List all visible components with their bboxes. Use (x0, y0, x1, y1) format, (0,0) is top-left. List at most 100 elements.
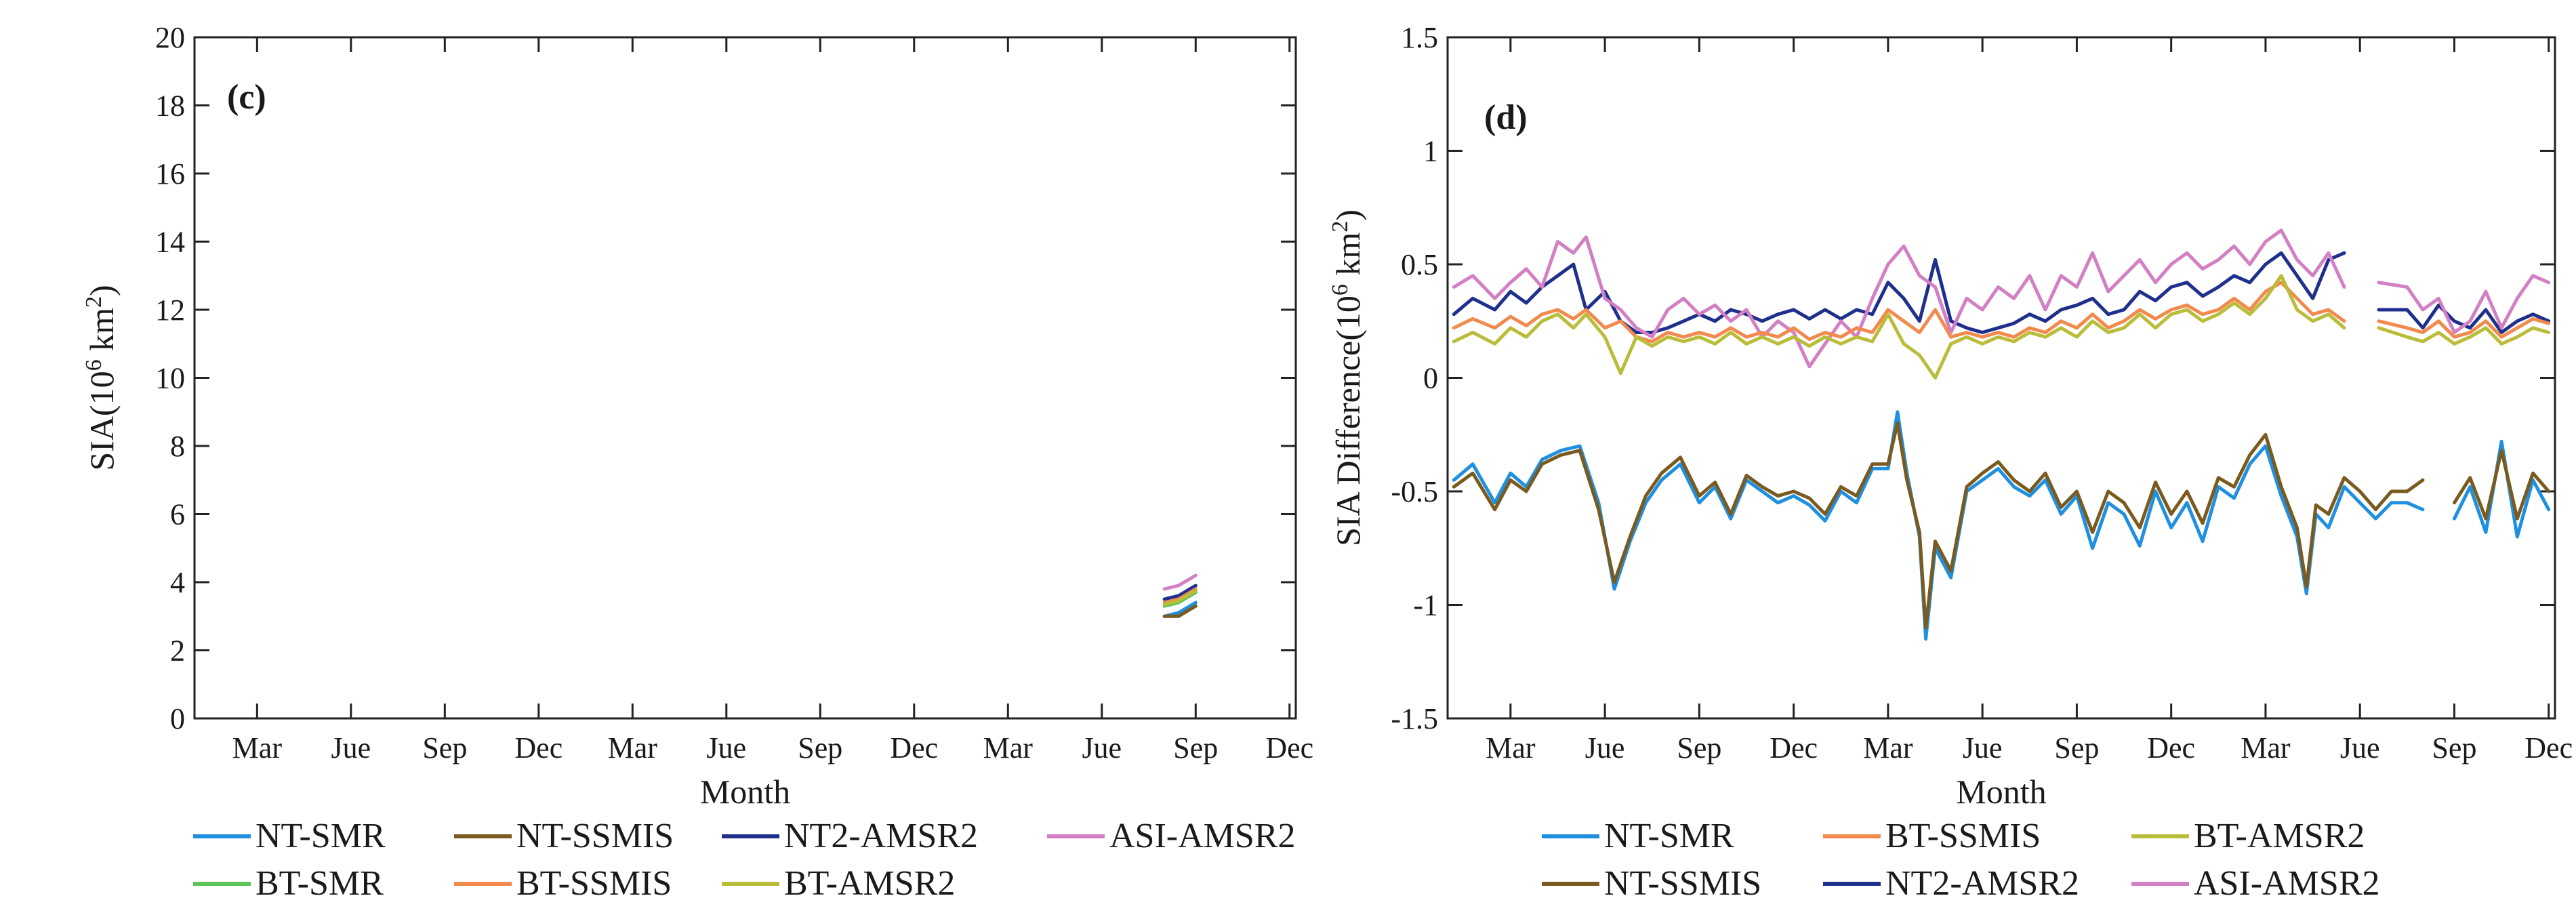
series-line-bt-amsr2 (1164, 346, 1290, 605)
series-line-bt-smr (1164, 347, 1290, 606)
x-tick-label: Mar (983, 731, 1034, 765)
series-line-bt-ssmis (1164, 344, 1290, 603)
x-tick-label: Dec (2147, 731, 2195, 765)
legend-label: BT-SSMIS (1885, 817, 2041, 855)
x-tick-label: Mar (1863, 731, 1913, 765)
y-axis: -1.5 -1 -0.5 0 0.5 1 1.5 (1391, 21, 2555, 735)
x-tick-label: Dec (514, 731, 563, 765)
x-tick-label: Jue (1963, 731, 2003, 765)
legend-item: NT-SMR (1542, 817, 1734, 855)
y-axis-label-part: SIA(10 (83, 371, 121, 470)
legend-label: BT-AMSR2 (784, 864, 955, 903)
y-axis-label: SIA Difference(106 km2) (1328, 209, 1368, 546)
legend-item: BT-SSMIS (1823, 817, 2041, 855)
y-tick-label: -1 (1413, 589, 1438, 622)
y-axis-label-part: 6 (1328, 284, 1353, 296)
x-tick-label: Mar (232, 731, 283, 765)
legend-label: ASI-AMSR2 (1109, 817, 1296, 855)
legend-item: BT-SMR (193, 864, 384, 903)
x-tick-label: Jue (1082, 731, 1122, 765)
y-tick-label: 12 (155, 293, 185, 327)
y-tick-label: 8 (170, 430, 185, 463)
y-tick-label: 0.5 (1401, 248, 1438, 281)
y-tick-label: -1.5 (1391, 702, 1438, 735)
legend-label: NT-SMR (255, 817, 386, 855)
y-axis-label-part: 6 (81, 359, 106, 371)
x-tick-label: Dec (1265, 731, 1313, 765)
series-line-nt2-amsr2 (1164, 340, 1290, 599)
x-axis: Mar Jue Sep Dec Mar Jue Sep Dec Mar Jue Sep Dec (1486, 37, 2573, 765)
legend-item: ASI-AMSR2 (2131, 864, 2380, 903)
chart-panel-d: -1.5 -1 -0.5 0 0.5 1 1.5 Mar Jue Sep Dec Mar Jue Sep D… (1328, 21, 2573, 903)
legend-item: BT-AMSR2 (722, 864, 955, 903)
series-line-asi-amsr2 (1164, 327, 1290, 589)
legend-item: NT-SMR (193, 817, 386, 855)
legend-label: BT-SSMIS (516, 864, 672, 903)
panel-tag: (d) (1484, 98, 1528, 137)
x-tick-label: Sep (1173, 731, 1218, 765)
x-tick-label: Jue (706, 731, 746, 765)
x-tick-label: Sep (2432, 731, 2476, 765)
legend-label: BT-SMR (255, 864, 384, 903)
y-axis-label-part: km (83, 308, 121, 360)
legend-label: NT-SSMIS (1604, 864, 1761, 903)
y-tick-label: 18 (155, 89, 185, 123)
y-tick-label: 4 (170, 566, 185, 599)
x-tick-label: Sep (798, 731, 842, 765)
series-line-nt-smr (1452, 410, 2551, 641)
y-axis-label-part: 2 (81, 296, 106, 308)
legend: NT-SMR NT-SSMIS NT2-AMSR2 ASI-AMSR2 BT-SMR BT… (193, 817, 1296, 903)
y-axis: 0 2 4 6 8 10 12 14 16 18 20 (155, 21, 1296, 735)
legend-item: NT-SSMIS (454, 817, 674, 855)
legend-item: NT-SSMIS (1542, 864, 1761, 903)
x-tick-label: Mar (2241, 731, 2291, 765)
series-group (1164, 327, 1290, 616)
y-axis-label-part: ) (1329, 209, 1367, 221)
x-tick-label: Mar (608, 731, 658, 765)
legend-label: NT-SMR (1604, 817, 1734, 855)
x-axis-label: Month (1956, 773, 2046, 811)
y-tick-label: 10 (155, 362, 185, 395)
y-tick-label: 20 (155, 21, 185, 54)
legend-item: NT2-AMSR2 (1823, 864, 2079, 903)
legend-item: BT-SSMIS (454, 864, 672, 903)
legend-item: NT2-AMSR2 (722, 817, 978, 855)
x-tick-label: Dec (1770, 731, 1818, 765)
legend-label: NT2-AMSR2 (784, 817, 978, 855)
plot-frame (193, 36, 1297, 720)
y-tick-label: 16 (155, 157, 185, 190)
legend-label: NT-SSMIS (516, 817, 674, 855)
series-line-bt-ssmis (1452, 281, 2551, 344)
legend-item: BT-AMSR2 (2131, 817, 2365, 855)
y-tick-label: 1.5 (1401, 21, 1438, 54)
x-tick-label: Dec (2524, 731, 2573, 765)
plot-frame (1446, 36, 2556, 720)
x-tick-label: Jue (1585, 731, 1625, 765)
y-axis-label-part: 2 (1328, 221, 1353, 232)
y-tick-label: 2 (170, 634, 185, 668)
y-tick-label: -0.5 (1391, 475, 1438, 508)
legend-label: BT-AMSR2 (2194, 817, 2365, 855)
x-tick-label: Sep (1677, 731, 1721, 765)
x-tick-label: Jue (331, 731, 371, 765)
x-tick-label: Mar (1486, 731, 1536, 765)
y-axis-label-part: ) (83, 285, 121, 296)
series-line-nt-ssmis (1164, 361, 1290, 616)
x-axis: Mar Jue Sep Dec Mar Jue Sep Dec Mar Jue Sep Dec (232, 37, 1313, 765)
series-group (1452, 228, 2551, 641)
x-tick-label: Sep (2054, 731, 2099, 765)
y-tick-label: 14 (155, 226, 185, 259)
y-axis-label-part: km (1329, 232, 1367, 285)
y-tick-label: 1 (1423, 135, 1438, 168)
y-axis-label-part: SIA Difference(10 (1329, 296, 1367, 546)
y-tick-label: 0 (170, 702, 185, 735)
legend-label: ASI-AMSR2 (2194, 864, 2380, 903)
x-tick-label: Jue (2340, 731, 2380, 765)
legend-item: ASI-AMSR2 (1047, 817, 1296, 855)
y-tick-label: 6 (170, 498, 185, 531)
series-line-nt-smr (1164, 357, 1290, 616)
series-line-bt-amsr2 (1452, 274, 2551, 380)
x-tick-label: Sep (422, 731, 467, 765)
x-axis-label: Month (700, 773, 790, 811)
